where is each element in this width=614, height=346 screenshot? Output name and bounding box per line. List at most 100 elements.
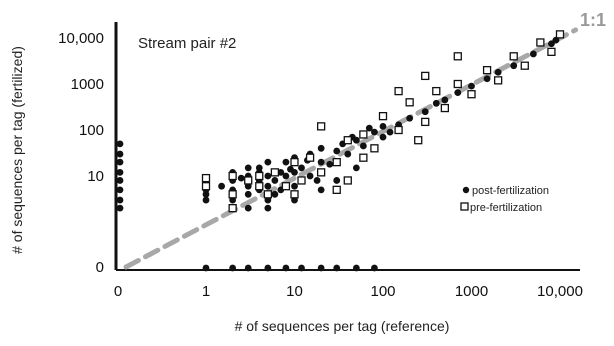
data-point-pre-fertilization xyxy=(421,117,430,127)
data-point-post-fertilization xyxy=(421,108,429,116)
y-axis-title: # of sequences per tag (fertilized) xyxy=(9,46,25,254)
data-point-post-fertilization xyxy=(116,177,124,184)
legend-item-post-fertilization: post-fertilization xyxy=(462,185,549,197)
data-point-post-fertilization xyxy=(333,264,341,272)
data-point-post-fertilization xyxy=(287,165,294,173)
data-point-pre-fertilization xyxy=(281,182,291,191)
data-point-post-fertilization xyxy=(277,168,285,176)
data-point-post-fertilization xyxy=(333,177,341,184)
data-point-post-fertilization xyxy=(379,122,387,130)
data-point-post-fertilization xyxy=(454,89,462,97)
data-point-post-fertilization xyxy=(510,62,518,70)
data-point-post-fertilization xyxy=(441,96,449,104)
data-point-pre-fertilization xyxy=(378,112,388,121)
data-point-post-fertilization xyxy=(379,133,387,141)
x-tick-label: 0 xyxy=(114,283,122,300)
data-point-pre-fertilization xyxy=(536,38,545,47)
data-point-pre-fertilization xyxy=(394,86,403,96)
data-point-post-fertilization xyxy=(264,264,272,272)
y-tick-label: 10 xyxy=(87,168,104,185)
data-point-post-fertilization xyxy=(116,158,124,166)
data-point-pre-fertilization xyxy=(421,71,430,81)
legend: post-fertilization pre-fertilization xyxy=(460,185,549,214)
reference-line-group xyxy=(123,27,579,270)
data-point-pre-fertilization xyxy=(343,176,352,185)
data-point-post-fertilization xyxy=(244,190,252,198)
x-tick-label: 100 xyxy=(370,283,395,300)
data-point-pre-fertilization xyxy=(228,204,237,213)
data-point-post-fertilization xyxy=(244,204,252,212)
y-tick-label: 10,000 xyxy=(58,30,104,47)
data-point-post-fertilization xyxy=(116,150,124,158)
data-point-pre-fertilization xyxy=(201,173,211,183)
reference-line-label: 1:1 xyxy=(580,10,606,30)
data-point-pre-fertilization xyxy=(359,130,368,139)
data-point-pre-fertilization xyxy=(255,171,264,181)
data-point-post-fertilization xyxy=(202,264,210,272)
data-point-pre-fertilization xyxy=(359,153,368,162)
data-point-post-fertilization xyxy=(229,264,237,272)
data-point-pre-fertilization xyxy=(305,153,315,162)
data-point-post-fertilization xyxy=(494,68,502,76)
data-point-pre-fertilization xyxy=(228,190,237,199)
data-point-pre-fertilization xyxy=(467,90,476,99)
data-point-post-fertilization xyxy=(237,174,245,182)
data-point-post-fertilization xyxy=(116,186,124,194)
one-to-one-reference-line xyxy=(123,27,579,270)
data-point-post-fertilization xyxy=(529,50,537,58)
chart-annotation: Stream pair #2 xyxy=(138,35,236,52)
data-point-pre-fertilization xyxy=(228,171,237,181)
data-point-post-fertilization xyxy=(298,264,305,272)
data-point-post-fertilization xyxy=(326,160,334,168)
data-point-post-fertilization xyxy=(298,164,305,172)
data-point-post-fertilization xyxy=(116,140,124,148)
data-point-pre-fertilization xyxy=(290,190,299,199)
y-tick-label: 100 xyxy=(79,122,104,139)
data-point-pre-fertilization xyxy=(332,158,341,167)
data-point-post-fertilization xyxy=(264,172,272,180)
data-point-post-fertilization xyxy=(483,75,491,83)
data-point-post-fertilization xyxy=(282,264,290,272)
data-point-pre-fertilization xyxy=(440,103,450,113)
data-point-post-fertilization xyxy=(468,82,475,90)
data-point-post-fertilization xyxy=(371,128,378,136)
data-point-post-fertilization xyxy=(352,264,360,272)
data-point-post-fertilization xyxy=(271,190,279,198)
y-tick-labels: 0 10 100 1000 10,000 xyxy=(58,30,104,276)
data-point-post-fertilization xyxy=(317,186,325,194)
x-tick-labels: 0 1 10 100 1000 10,000 xyxy=(114,283,583,300)
data-point-post-fertilization xyxy=(264,158,272,166)
y-tick-label: 1000 xyxy=(71,76,104,93)
data-point-pre-fertilization xyxy=(453,79,462,89)
data-point-post-fertilization xyxy=(352,164,360,172)
data-point-post-fertilization xyxy=(282,158,290,166)
data-point-pre-fertilization xyxy=(270,168,280,177)
data-point-pre-fertilization xyxy=(453,52,462,61)
data-point-post-fertilization xyxy=(218,182,225,190)
data-point-post-fertilization xyxy=(202,196,210,204)
data-point-pre-fertilization xyxy=(394,125,403,135)
legend-marker-open-square xyxy=(460,202,469,211)
data-point-post-fertilization xyxy=(432,99,440,107)
data-point-post-fertilization xyxy=(255,164,263,172)
data-point-pre-fertilization xyxy=(343,136,352,145)
data-point-post-fertilization xyxy=(333,147,341,155)
data-point-post-fertilization xyxy=(317,264,325,272)
y-tick-label: 0 xyxy=(96,259,104,276)
data-point-pre-fertilization xyxy=(201,182,211,191)
data-point-post-fertilization xyxy=(282,172,290,180)
data-point-pre-fertilization xyxy=(482,66,492,75)
data-point-post-fertilization xyxy=(359,142,367,150)
data-point-post-fertilization xyxy=(344,150,352,158)
data-point-pre-fertilization xyxy=(520,61,529,70)
data-point-pre-fertilization xyxy=(316,168,326,177)
data-point-post-fertilization xyxy=(116,168,124,176)
legend-marker-filled-circle xyxy=(462,186,470,194)
data-point-pre-fertilization xyxy=(370,144,379,153)
data-point-post-fertilization xyxy=(317,158,325,166)
data-point-pre-fertilization xyxy=(432,86,441,96)
data-point-pre-fertilization xyxy=(263,190,273,199)
data-point-post-fertilization xyxy=(548,40,555,48)
data-point-post-fertilization xyxy=(116,204,124,212)
